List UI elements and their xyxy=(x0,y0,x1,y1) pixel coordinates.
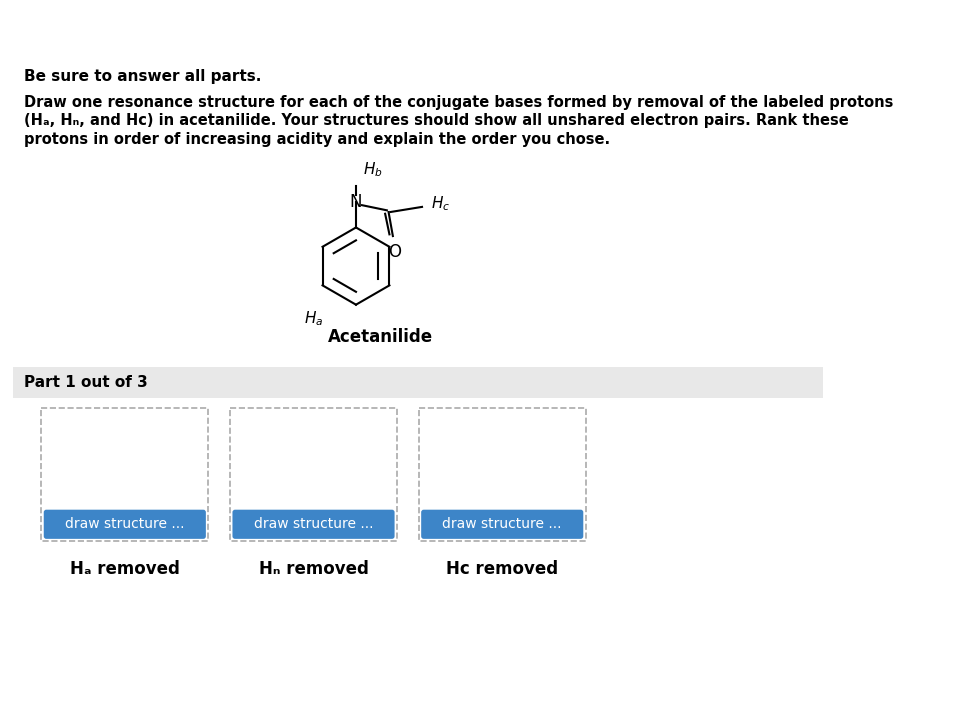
FancyBboxPatch shape xyxy=(44,510,206,539)
Text: $H_b$: $H_b$ xyxy=(363,160,383,178)
FancyBboxPatch shape xyxy=(230,409,397,541)
FancyBboxPatch shape xyxy=(419,409,586,541)
Text: Hₙ removed: Hₙ removed xyxy=(258,560,368,578)
Text: Part 1 out of 3: Part 1 out of 3 xyxy=(24,376,148,390)
Text: protons in order of increasing acidity and explain the order you chose.: protons in order of increasing acidity a… xyxy=(24,132,610,147)
Text: (Hₐ, Hₙ, and Hᴄ) in acetanilide. Your structures should show all unshared electr: (Hₐ, Hₙ, and Hᴄ) in acetanilide. Your st… xyxy=(24,114,848,128)
Text: Acetanilide: Acetanilide xyxy=(328,328,433,346)
Text: Hₐ removed: Hₐ removed xyxy=(70,560,180,578)
Text: Be sure to answer all parts.: Be sure to answer all parts. xyxy=(24,69,261,84)
Text: $H_a$: $H_a$ xyxy=(304,309,323,328)
FancyBboxPatch shape xyxy=(233,510,394,539)
FancyBboxPatch shape xyxy=(41,409,208,541)
Text: draw structure ...: draw structure ... xyxy=(65,517,184,531)
Text: N: N xyxy=(350,193,362,211)
Text: draw structure ...: draw structure ... xyxy=(254,517,373,531)
Text: Draw one resonance structure for each of the conjugate bases formed by removal o: Draw one resonance structure for each of… xyxy=(24,95,893,110)
Text: Hᴄ removed: Hᴄ removed xyxy=(446,560,558,578)
FancyBboxPatch shape xyxy=(421,510,583,539)
Text: draw structure ...: draw structure ... xyxy=(442,517,562,531)
Text: O: O xyxy=(388,243,401,261)
Bar xyxy=(13,367,823,398)
Text: $H_c$: $H_c$ xyxy=(431,194,451,213)
